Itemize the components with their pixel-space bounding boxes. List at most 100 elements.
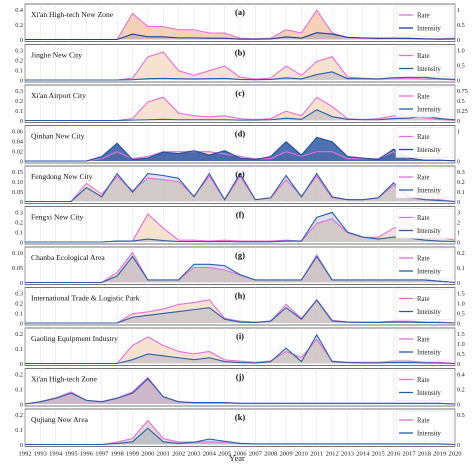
right-tick-label: 0.1	[457, 265, 465, 272]
legend-intensity-label: Intensity	[417, 188, 441, 195]
legend: Rate Intensity	[395, 248, 454, 280]
x-tick-label: 1998	[111, 451, 125, 458]
left-tick-label: 0	[20, 280, 23, 287]
legend: Rate Intensity	[395, 86, 454, 118]
x-tick-label: 2011	[310, 451, 323, 458]
legend-intensity-label: Intensity	[417, 147, 441, 154]
legend-rate-label: Rate	[417, 94, 429, 101]
left-tick-label: 0	[20, 199, 23, 206]
panel-title: Qinhan New City	[31, 132, 85, 141]
right-tick-label: 0	[457, 199, 460, 206]
panel-4: 0 0.02 0.04 0.06 0 1 Qinhan New City (d) Rate Int…	[12, 125, 460, 166]
x-tick-label: 2006	[233, 451, 247, 458]
left-tick-label: 0.05	[12, 189, 23, 196]
left-tick-label: 0.2	[15, 98, 23, 105]
intensity-area	[25, 212, 455, 242]
left-tick-label: 0.02	[12, 149, 23, 156]
left-tick-label: 0.15	[12, 169, 23, 176]
legend-rate-label: Rate	[417, 215, 429, 222]
right-tick-label: 0	[457, 321, 460, 328]
left-tick-label: 0	[20, 442, 23, 449]
x-tick-label: 2004	[203, 451, 217, 458]
left-tick-label: 0.1	[15, 427, 23, 434]
legend-box	[395, 208, 454, 239]
left-tick-label: 0	[20, 37, 23, 44]
right-tick-label: 1	[457, 230, 460, 237]
left-tick-label: 0.1	[15, 108, 23, 115]
right-tick-label: 0	[457, 402, 460, 409]
panel-7: 0 0.05 0.10 0 0.1 0.2 Chanba Ecological Area (g…	[12, 246, 465, 287]
rate-area	[25, 337, 455, 364]
left-tick-label: 0.2	[15, 220, 23, 227]
panel-letter: (a)	[235, 7, 245, 17]
x-axis: 1992 1993 1994 1995 1996 1997 1998 1999 2000 2001…	[18, 451, 462, 458]
left-tick-label: 0	[20, 78, 23, 85]
intensity-line	[25, 211, 456, 243]
panel-title: Jinghe New City	[31, 51, 82, 60]
x-tick-label: 1995	[64, 451, 78, 458]
intensity-area	[25, 109, 455, 121]
right-tick-label: 0.25	[457, 108, 468, 115]
left-tick-label: 0	[20, 159, 23, 166]
right-tick-label: 0.75	[457, 88, 468, 95]
panel-letter: (f)	[236, 210, 245, 220]
intensity-line	[25, 333, 456, 365]
panel-letter: (j)	[236, 372, 245, 382]
panel-letter: (b)	[235, 48, 246, 58]
x-tick-label: 2000	[141, 451, 155, 458]
panel-title: Gaoling Equipment Industry	[31, 334, 118, 343]
legend-box	[395, 167, 454, 199]
panel-1: 0 0.2 0.4 0 0.5 1 Xi'an High-tech New Zone (a) R…	[15, 3, 465, 44]
intensity-line	[25, 32, 456, 41]
intensity-line	[25, 427, 456, 446]
left-tick-label: 0.10	[12, 250, 23, 257]
intensity-line	[24, 377, 456, 405]
panel-letter: (c)	[235, 88, 245, 98]
panel-letter: (g)	[235, 250, 245, 260]
x-tick-label: 2003	[187, 451, 201, 458]
right-tick-label: 0	[457, 118, 460, 125]
legend-intensity-label: Intensity	[417, 390, 441, 397]
left-tick-label: 0.04	[12, 139, 23, 146]
right-tick-label: 0.3	[457, 169, 465, 176]
intensity-line	[25, 172, 456, 203]
left-tick-label: 0	[20, 321, 23, 328]
rate-area	[25, 214, 455, 242]
panel-title: Xi'an Airport City	[31, 91, 86, 100]
legend-intensity-label: Intensity	[417, 26, 441, 33]
panel-6: 0 0.1 0.2 0.3 0 1 2 3 Fengxi New City (f) Rate Inte…	[15, 206, 460, 247]
x-tick-label: 1996	[80, 451, 94, 458]
legend-box	[395, 289, 454, 320]
x-tick-label: 1994	[49, 451, 63, 458]
x-tick-label: 2008	[264, 451, 278, 458]
intensity-line	[25, 71, 456, 81]
x-tick-label: 2010	[295, 451, 309, 458]
x-tick-label: 2020	[448, 451, 462, 458]
panel-title: Qujiang New Area	[31, 415, 89, 424]
panel-title: Xi'an High-tech Zone	[31, 375, 98, 384]
right-tick-label: 0.5	[457, 22, 465, 29]
legend: Rate Intensity	[395, 167, 454, 199]
panel-title: Fengxi New City	[31, 213, 84, 222]
left-tick-label: 0.1	[15, 68, 23, 75]
left-tick-label: 0	[20, 240, 23, 247]
right-tick-label: 1.0	[457, 48, 465, 55]
right-tick-label: 0	[457, 78, 460, 85]
left-tick-label: 0.2	[15, 412, 23, 419]
legend: Rate Intensity	[395, 289, 454, 320]
right-tick-label: 0.4	[457, 372, 465, 379]
right-tick-label: 0	[457, 442, 460, 449]
legend-intensity-label: Intensity	[417, 269, 441, 276]
left-tick-label: 0	[20, 402, 23, 409]
left-tick-label: 0.4	[15, 7, 23, 14]
x-axis-label: Year	[229, 453, 245, 463]
right-tick-label: 1.0	[457, 301, 465, 308]
right-tick-label: 0.5	[457, 351, 465, 358]
intensity-line	[25, 299, 456, 324]
x-tick-label: 2015	[372, 451, 386, 458]
x-tick-label: 1993	[34, 451, 48, 458]
intensity-line	[25, 136, 456, 162]
left-tick-label: 0.1	[15, 346, 23, 353]
legend-rate-label: Rate	[417, 175, 429, 182]
